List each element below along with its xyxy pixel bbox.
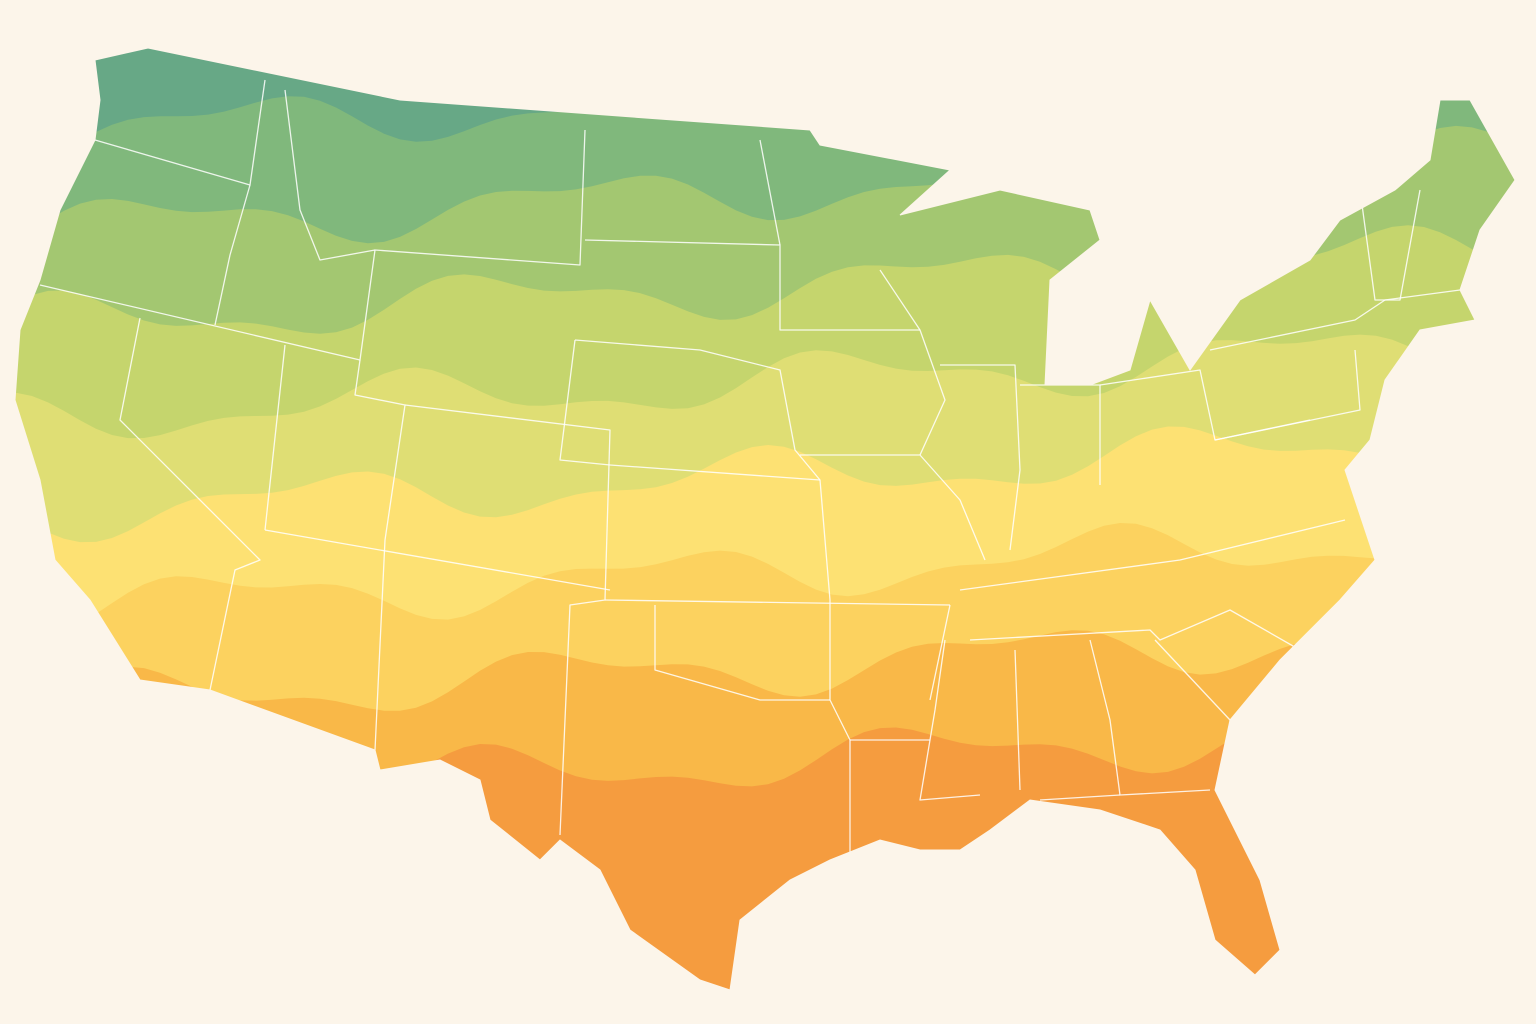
country-outline bbox=[14, 47, 1516, 991]
state-borders bbox=[39, 79, 1461, 860]
